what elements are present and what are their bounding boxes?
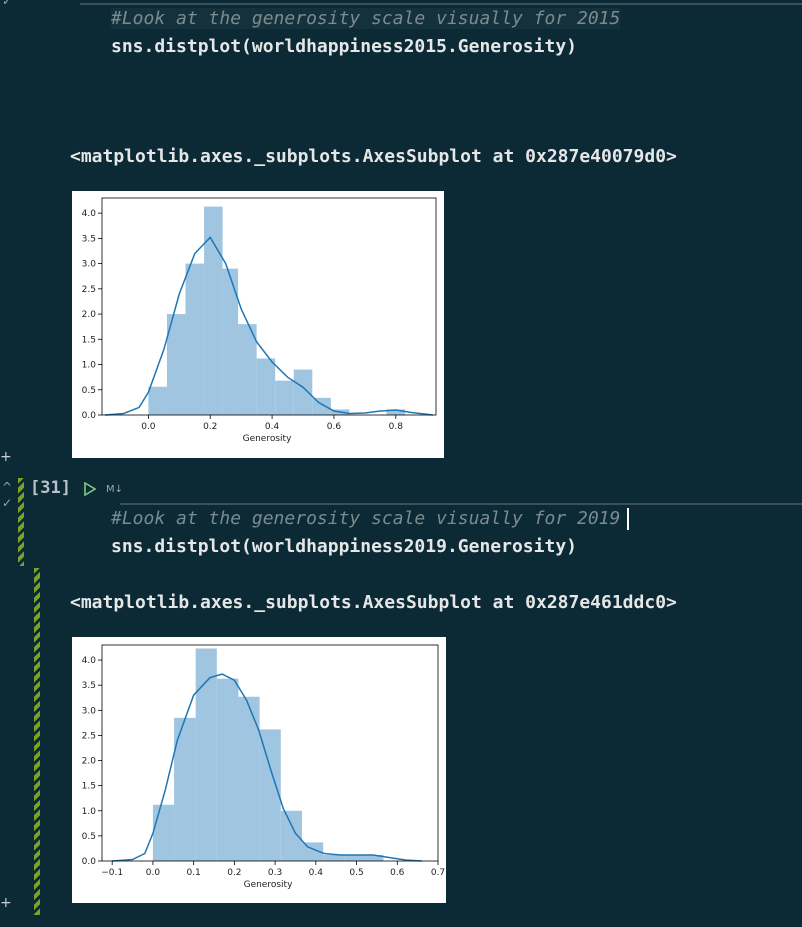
y-tick-label: 4.0 [82, 209, 97, 219]
code-line[interactable]: sns.distplot(worldhappiness2015.Generosi… [111, 36, 577, 57]
code-comment[interactable]: #Look at the generosity scale visually f… [111, 8, 621, 29]
histogram-bar [216, 678, 239, 861]
histogram-bar [386, 409, 406, 415]
histogram-bar [280, 810, 302, 861]
collapse-icon[interactable]: ✓ [2, 0, 13, 8]
histogram-bar [293, 369, 313, 415]
x-tick-label: 0.0 [141, 422, 156, 432]
y-tick-label: 0.5 [82, 832, 96, 842]
y-tick-label: 1.0 [82, 807, 97, 817]
distplot-2019: 0.0 0.5 1.0 1.5 2.0 2.5 3.0 3.5 4.0 −0.1 0.0 0.1 0.2… [82, 644, 445, 890]
cell-top-border [120, 503, 802, 505]
cell-top-border [80, 3, 802, 5]
output-text: <matplotlib.axes._subplots.AxesSubplot a… [70, 592, 677, 613]
kde-line [105, 236, 433, 416]
x-axis-label: Generosity [244, 880, 293, 890]
x-axis-label: Generosity [243, 434, 292, 444]
histogram-bar [365, 854, 384, 861]
x-tick-label: 0.5 [349, 868, 363, 878]
histogram-bar [344, 854, 366, 861]
histogram-bar [238, 696, 260, 861]
axes-frame [101, 197, 437, 416]
y-tick-label: 0.0 [82, 857, 97, 867]
histogram-bar [275, 380, 294, 415]
x-tick-label: −0.1 [101, 868, 123, 878]
histogram-bar [256, 358, 276, 415]
y-tick-label: 1.5 [82, 782, 96, 792]
histogram-bar [185, 263, 205, 415]
x-tick-label: 0.3 [268, 868, 282, 878]
figure-2019: 0.0 0.5 1.0 1.5 2.0 2.5 3.0 3.5 4.0 −0.1 0.0 0.1 0.2… [72, 637, 446, 903]
histogram-bar [323, 854, 345, 861]
x-tick-label: 0.6 [390, 868, 405, 878]
axes-frame [101, 644, 439, 862]
y-tick-label: 3.0 [82, 706, 97, 716]
cell-selection-bar[interactable] [18, 478, 24, 566]
histogram-bar [222, 268, 239, 415]
markdown-badge[interactable]: M↓ [106, 484, 124, 495]
histogram-bar [152, 804, 175, 861]
y-tick-label: 3.0 [82, 260, 97, 270]
histogram-bar [166, 314, 186, 415]
x-tick-label: 0.2 [227, 868, 241, 878]
y-tick-label: 4.0 [82, 656, 97, 666]
x-tick-label: 0.4 [309, 868, 324, 878]
execution-count: [31] [30, 478, 71, 498]
collapse-icon[interactable]: ^ [2, 480, 13, 494]
x-tick-label: 0.6 [327, 422, 342, 432]
histogram-bar [174, 717, 196, 861]
text-cursor [627, 508, 629, 530]
y-tick-label: 1.5 [82, 335, 96, 345]
code-comment[interactable]: #Look at the generosity scale visually f… [111, 508, 621, 529]
x-tick-label: 0.1 [186, 868, 200, 878]
x-tick-label: 0.7 [431, 868, 445, 878]
x-tick-label: 0.4 [265, 422, 280, 432]
y-tick-label: 0.5 [82, 386, 96, 396]
y-tick-label: 2.0 [82, 310, 97, 320]
histogram-bar [204, 206, 223, 415]
y-tick-label: 1.0 [82, 361, 97, 371]
y-tick-label: 2.5 [82, 285, 96, 295]
add-cell-icon[interactable]: + [0, 449, 12, 465]
collapse-icon[interactable]: ✓ [2, 496, 13, 510]
output-selection-bar[interactable] [34, 568, 40, 915]
output-text: <matplotlib.axes._subplots.AxesSubplot a… [70, 146, 677, 167]
figure-2015: 0.0 0.5 1.0 1.5 2.0 2.5 3.0 3.5 4.0 0.0 0.2 0.4 0.6 0… [72, 191, 444, 458]
y-tick-label: 3.5 [82, 681, 96, 691]
y-tick-label: 3.5 [82, 234, 96, 244]
histogram-bar [259, 729, 281, 861]
x-tick-label: 0.2 [203, 422, 217, 432]
kde-line [112, 673, 422, 862]
histogram-bar [195, 648, 217, 861]
histogram-bar [238, 324, 257, 415]
code-line[interactable]: sns.distplot(worldhappiness2019.Generosi… [111, 536, 577, 557]
histogram-bar [312, 397, 331, 415]
y-tick-label: 2.5 [82, 731, 96, 741]
distplot-2015: 0.0 0.5 1.0 1.5 2.0 2.5 3.0 3.5 4.0 0.0 0.2 0.4 0.6 0… [82, 197, 437, 444]
y-tick-label: 0.0 [82, 411, 97, 421]
x-tick-label: 0.0 [146, 868, 161, 878]
run-icon[interactable] [84, 482, 96, 496]
add-cell-icon[interactable]: + [0, 895, 12, 911]
histogram-bar [148, 386, 167, 415]
x-tick-label: 0.8 [389, 422, 404, 432]
y-tick-label: 2.0 [82, 757, 97, 767]
